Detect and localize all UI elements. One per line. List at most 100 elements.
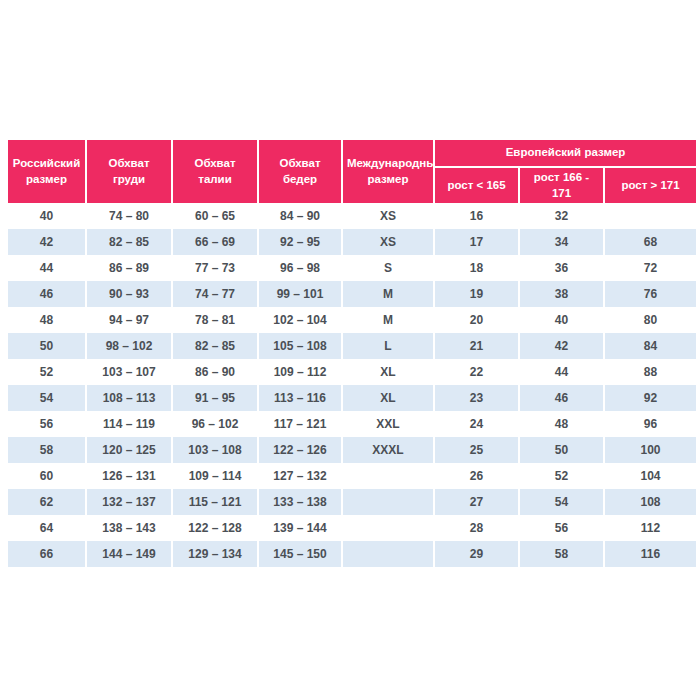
table-cell: 80: [605, 307, 696, 333]
table-cell: 117 – 121: [259, 411, 343, 437]
table-cell: 56: [8, 411, 87, 437]
header-chest: Обхват груди: [87, 140, 173, 203]
table-cell: 25: [435, 437, 520, 463]
page: Российский размер Обхват груди Обхват та…: [0, 0, 700, 700]
table-cell: 66 – 69: [173, 229, 259, 255]
table-cell: 144 – 149: [87, 541, 173, 567]
table-cell: 19: [435, 281, 520, 307]
table-cell: 44: [8, 255, 87, 281]
table-cell: 40: [520, 307, 605, 333]
table-row: 66144 – 149129 – 134145 – 1502958116: [8, 541, 696, 567]
table-row: 4690 – 9374 – 7799 – 101M193876: [8, 281, 696, 307]
table-cell: 40: [8, 203, 87, 229]
table-cell: 27: [435, 489, 520, 515]
table-cell: 96 – 102: [173, 411, 259, 437]
table-cell: 145 – 150: [259, 541, 343, 567]
table-cell: 90 – 93: [87, 281, 173, 307]
table-row: 4894 – 9778 – 81102 – 104M204080: [8, 307, 696, 333]
table-cell: M: [343, 281, 435, 307]
table-cell: 52: [8, 359, 87, 385]
table-cell: 122 – 128: [173, 515, 259, 541]
table-cell: 84 – 90: [259, 203, 343, 229]
table-cell: 48: [520, 411, 605, 437]
table-cell: XS: [343, 203, 435, 229]
table-cell: 115 – 121: [173, 489, 259, 515]
table-cell: 52: [520, 463, 605, 489]
table-cell: 112: [605, 515, 696, 541]
table-cell: 96: [605, 411, 696, 437]
table-cell: 42: [520, 333, 605, 359]
table-cell: 108: [605, 489, 696, 515]
table-cell: 96 – 98: [259, 255, 343, 281]
table-cell: XS: [343, 229, 435, 255]
table-cell: 86 – 90: [173, 359, 259, 385]
table-cell: 74 – 77: [173, 281, 259, 307]
table-cell: 16: [435, 203, 520, 229]
table-cell: 50: [520, 437, 605, 463]
table-cell: 28: [435, 515, 520, 541]
table-cell: 132 – 137: [87, 489, 173, 515]
table-cell: [605, 203, 696, 229]
table-cell: 113 – 116: [259, 385, 343, 411]
table-cell: 91 – 95: [173, 385, 259, 411]
table-cell: 60: [8, 463, 87, 489]
table-header: Российский размер Обхват груди Обхват та…: [8, 140, 696, 203]
table-cell: 82 – 85: [173, 333, 259, 359]
table-cell: 38: [520, 281, 605, 307]
table-cell: 42: [8, 229, 87, 255]
table-cell: 92 – 95: [259, 229, 343, 255]
table-row: 52103 – 10786 – 90109 – 112XL224488: [8, 359, 696, 385]
table-cell: 58: [520, 541, 605, 567]
table-cell: 94 – 97: [87, 307, 173, 333]
table-cell: XXL: [343, 411, 435, 437]
table-cell: 126 – 131: [87, 463, 173, 489]
table-cell: 18: [435, 255, 520, 281]
table-cell: 103 – 108: [173, 437, 259, 463]
table-cell: 44: [520, 359, 605, 385]
table-cell: 46: [8, 281, 87, 307]
table-cell: 102 – 104: [259, 307, 343, 333]
table-cell: 48: [8, 307, 87, 333]
table-cell: [343, 463, 435, 489]
table-cell: 109 – 114: [173, 463, 259, 489]
table-cell: M: [343, 307, 435, 333]
table-cell: 84: [605, 333, 696, 359]
header-height-166-171: рост 166 - 171: [520, 168, 605, 203]
size-table-body: 4074 – 8060 – 6584 – 90XS16324282 – 8566…: [8, 203, 696, 567]
table-cell: [343, 541, 435, 567]
table-cell: 64: [8, 515, 87, 541]
table-cell: 99 – 101: [259, 281, 343, 307]
table-cell: 138 – 143: [87, 515, 173, 541]
table-cell: 92: [605, 385, 696, 411]
table-cell: 122 – 126: [259, 437, 343, 463]
table-cell: 78 – 81: [173, 307, 259, 333]
table-cell: 58: [8, 437, 87, 463]
table-cell: [343, 489, 435, 515]
table-cell: 23: [435, 385, 520, 411]
table-row: 60126 – 131109 – 114127 – 1322652104: [8, 463, 696, 489]
table-cell: 72: [605, 255, 696, 281]
header-european-size: Европейский размер: [435, 140, 696, 168]
table-row: 5098 – 10282 – 85105 – 108L214284: [8, 333, 696, 359]
header-russian-size: Российский размер: [8, 140, 87, 203]
table-cell: 36: [520, 255, 605, 281]
table-cell: 120 – 125: [87, 437, 173, 463]
table-cell: 17: [435, 229, 520, 255]
table-cell: 76: [605, 281, 696, 307]
table-cell: 66: [8, 541, 87, 567]
table-cell: 133 – 138: [259, 489, 343, 515]
table-row: 4486 – 8977 – 7396 – 98S183672: [8, 255, 696, 281]
table-row: 4074 – 8060 – 6584 – 90XS1632: [8, 203, 696, 229]
header-waist: Обхват талии: [173, 140, 259, 203]
table-cell: 109 – 112: [259, 359, 343, 385]
table-cell: 54: [8, 385, 87, 411]
table-cell: 56: [520, 515, 605, 541]
size-chart-table: Российский размер Обхват груди Обхват та…: [8, 140, 696, 567]
table-cell: [343, 515, 435, 541]
table-cell: 88: [605, 359, 696, 385]
table-cell: 50: [8, 333, 87, 359]
table-row: 64138 – 143122 – 128139 – 1442856112: [8, 515, 696, 541]
table-cell: 54: [520, 489, 605, 515]
table-cell: XL: [343, 359, 435, 385]
table-cell: 105 – 108: [259, 333, 343, 359]
